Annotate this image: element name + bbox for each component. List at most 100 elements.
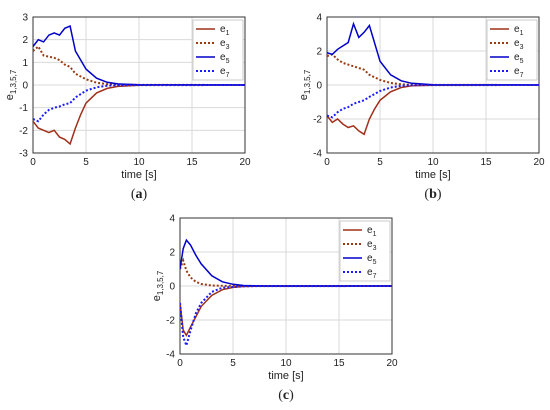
legend-label: e5	[367, 253, 377, 266]
y-tick-label: 2	[169, 248, 175, 259]
legend-label-subscript: 7	[373, 273, 377, 280]
caption-open-paren: (	[131, 187, 136, 202]
panel-caption: (b)	[424, 187, 441, 202]
y-axis-label-subscript: 1,3,5,7	[9, 69, 18, 94]
series-line-e5	[33, 25, 245, 86]
x-tick-label: 20	[239, 157, 251, 168]
y-tick-label: -1	[19, 103, 28, 114]
x-tick-label: 0	[30, 157, 36, 168]
y-tick-label: -2	[313, 115, 322, 126]
x-tick-label: 0	[177, 358, 183, 369]
caption-close-paren: )	[143, 187, 148, 202]
x-axis-label: time [s]	[415, 169, 450, 181]
y-tick-label: 0	[22, 81, 28, 92]
legend-label: e3	[220, 38, 230, 51]
legend-label-main: e	[514, 66, 520, 77]
y-axis-label: e1,3,5,7	[151, 270, 165, 301]
y-axis-label: e1,3,5,7	[298, 69, 312, 100]
y-axis-label-main: e	[151, 295, 163, 301]
series-line-e3	[327, 53, 539, 86]
legend-label: e3	[514, 38, 524, 51]
y-tick-label: 2	[316, 47, 322, 58]
y-axis-label-subscript: 1,3,5,7	[156, 270, 165, 295]
series-line-e3	[180, 257, 392, 287]
legend-label-subscript: 3	[520, 44, 524, 51]
legend-label-main: e	[367, 253, 373, 264]
x-tick-label: 20	[533, 157, 545, 168]
legend-label: e7	[220, 66, 230, 79]
y-tick-label: 3	[22, 13, 28, 24]
series-line-e1	[327, 84, 539, 136]
y-tick-label: 0	[316, 81, 322, 92]
y-axis-label: e1,3,5,7	[4, 69, 18, 100]
legend-label-main: e	[514, 52, 520, 63]
legend-label-subscript: 1	[520, 30, 524, 37]
legend-label-subscript: 3	[226, 44, 230, 51]
x-tick-label: 15	[480, 157, 492, 168]
y-tick-label: 0	[169, 282, 175, 293]
legend-label: e5	[514, 52, 524, 65]
panel-caption: (a)	[131, 187, 148, 202]
x-tick-label: 5	[83, 157, 89, 168]
legend-label: e1	[220, 24, 230, 37]
y-tick-label: -4	[313, 149, 322, 160]
series-line-e5	[180, 238, 392, 287]
y-tick-label: 4	[169, 214, 175, 225]
x-tick-label: 10	[280, 358, 292, 369]
x-tick-label: 0	[324, 157, 330, 168]
series-line-e7	[180, 285, 392, 349]
series-line-e1	[33, 84, 245, 146]
y-tick-label: -2	[166, 316, 175, 327]
legend-label-main: e	[220, 24, 226, 35]
legend-label: e7	[367, 267, 377, 280]
y-tick-label: 1	[22, 58, 28, 69]
legend-label-subscript: 7	[226, 72, 230, 79]
x-axis-label: time [s]	[268, 370, 303, 382]
x-tick-label: 20	[386, 358, 398, 369]
legend-label: e7	[514, 66, 524, 79]
legend-label-main: e	[514, 24, 520, 35]
x-tick-label: 10	[133, 157, 145, 168]
legend-label-main: e	[367, 267, 373, 278]
legend-label: e3	[367, 239, 377, 252]
legend-label: e1	[514, 24, 524, 37]
legend-label-main: e	[220, 38, 226, 49]
y-axis-label-main: e	[4, 94, 16, 100]
panel-caption: (c)	[278, 388, 294, 403]
caption-letter: c	[283, 388, 289, 403]
legend-label-subscript: 5	[373, 259, 377, 266]
caption-open-paren: (	[424, 187, 429, 202]
legend-label-subscript: 5	[520, 58, 524, 65]
x-tick-label: 10	[427, 157, 439, 168]
legend-label-main: e	[220, 52, 226, 63]
y-tick-label: -3	[19, 149, 28, 160]
legend-label-main: e	[367, 239, 373, 250]
legend-label-subscript: 5	[226, 58, 230, 65]
y-axis-label-main: e	[298, 94, 310, 100]
caption-letter: b	[429, 187, 437, 202]
y-axis-label-subscript: 1,3,5,7	[303, 69, 312, 94]
x-tick-label: 5	[377, 157, 383, 168]
legend-box	[486, 19, 538, 81]
caption-letter: a	[136, 187, 143, 202]
y-tick-label: -4	[166, 350, 175, 361]
legend-label-main: e	[514, 38, 520, 49]
legend-label-subscript: 3	[373, 245, 377, 252]
caption-open-paren: (	[278, 388, 283, 403]
caption-close-paren: )	[289, 388, 294, 403]
legend-label-subscript: 1	[373, 231, 377, 238]
x-tick-label: 15	[333, 358, 345, 369]
legend-label-main: e	[367, 225, 373, 236]
caption-close-paren: )	[437, 187, 442, 202]
x-tick-label: 5	[230, 358, 236, 369]
y-tick-label: -2	[19, 126, 28, 137]
legend-label-subscript: 1	[226, 30, 230, 37]
series-line-e1	[180, 285, 392, 337]
y-tick-label: 4	[316, 13, 322, 24]
legend-label: e5	[220, 52, 230, 65]
series-line-e7	[327, 84, 539, 119]
